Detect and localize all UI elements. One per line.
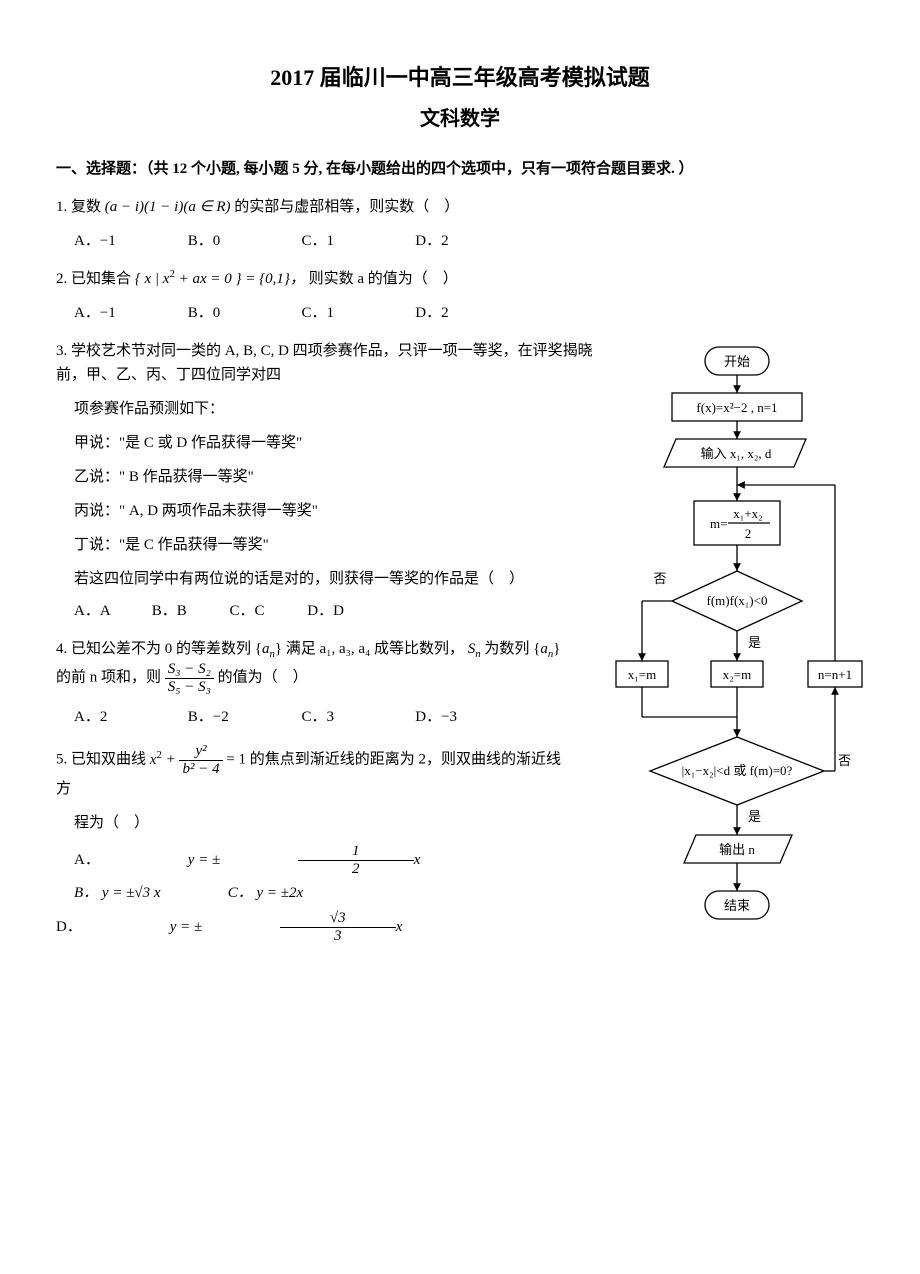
fc-no2: 否 [838,753,851,768]
q4-an2: a [540,641,548,657]
q5d-y: y = ± [170,911,280,944]
q5a-num: 1 [298,843,414,861]
q1-opt-c: C．1 [302,229,412,253]
q5-fraction: y² b² − 4 [179,743,222,777]
fc-no1: 否 [653,571,666,586]
q5-opt-d: D． y = ±√33 x [56,910,506,944]
q5d-pre: D． [56,911,166,944]
question-1: 1. 复数 (a − i)(1 − i)(a ∈ R) 的实部与虚部相等，则实数… [56,195,864,219]
q3-opt-c: C．C [230,599,304,623]
page-title: 2017 届临川一中高三年级高考模拟试题 [56,60,864,95]
q1-options: A．−1 B．0 C．1 D．2 [74,229,864,253]
fc-m-pre: m= [710,516,727,531]
q5-a: 5. 已知双曲线 [56,752,150,768]
q5d-den: 3 [280,928,396,945]
fc-cond1: f(m)f(x₁)<0 [707,593,768,608]
q1-opt-b: B．0 [188,229,298,253]
fc-x2m: x₂=m [723,667,751,682]
q2-stem-pre: 2. 已知集合 [56,271,131,287]
fc-cond2: |x₁−x₂|<d 或 f(m)=0? [682,763,793,778]
q4-opt-c: C．3 [302,705,412,729]
fc-m-den: 2 [745,526,752,541]
flowchart-svg: 开始 f(x)=x²−2 , n=1 输入 x₁, x₂, d m= x₁+x₂… [610,339,864,959]
q3-opt-b: B．B [152,599,226,623]
q4-b: } 满足 a₁, a₃, a₄ 成等比数列， [275,641,464,657]
q4-a: 4. 已知公差不为 0 的等差数列 { [56,641,262,657]
q1-stem-post: 的实部与虚部相等，则实数（ ） [234,199,459,215]
fc-x1m: x₁=m [628,667,656,682]
flowchart-figure: 开始 f(x)=x²−2 , n=1 输入 x₁, x₂, d m= x₁+x₂… [610,339,864,967]
q4-e: 的值为（ ） [218,670,308,686]
q2-set: { x | x2 + ax = 0 } = {0,1}， [135,271,309,287]
q1-math: (a − i)(1 − i)(a ∈ R) [105,199,231,215]
fc-m-num: x₁+x₂ [733,506,762,521]
q1-opt-d: D．2 [415,229,525,253]
section-heading: 一、选择题：（共 12 个小题, 每小题 5 分, 在每小题给出的四个选项中，只… [56,157,864,181]
q5a-pre: A． [74,844,184,877]
q5a-den: 2 [298,861,414,878]
q4-opt-a: A．2 [74,705,184,729]
fc-end: 结束 [724,898,750,913]
q2-set-left: { x | x [135,271,170,287]
q5-den: b² − 4 [179,761,222,778]
q2-opt-b: B．0 [188,301,298,325]
q5d-x: x [396,911,506,944]
question-5: 5. 已知双曲线 x2 + y² b² − 4 = 1 的焦点到渐近线的距离为 … [56,743,576,801]
page-subtitle: 文科数学 [56,103,864,135]
fc-yes2: 是 [748,809,761,824]
q4-opt-b: B．−2 [188,705,298,729]
fc-yes1: 是 [748,635,761,650]
q4-c: 为数列 { [484,641,540,657]
fc-init: f(x)=x²−2 , n=1 [696,400,777,415]
q5-plus: + [166,752,180,768]
q2-opt-d: D．2 [415,301,525,325]
question-4: 4. 已知公差不为 0 的等差数列 { a n } 满足 a₁, a₃, a₄ 成等比… [56,637,576,695]
q5-num: y² [179,743,222,761]
q1-opt-a: A．−1 [74,229,184,253]
q4-Snsub: n [475,648,480,660]
fc-input: 输入 x₁, x₂, d [701,446,772,461]
q2-opt-a: A．−1 [74,301,184,325]
q5a-y: y = ± [188,844,298,877]
fc-nplus: n=n+1 [818,667,852,682]
q5-opt-a: A． y = ±12 x [74,843,524,877]
q5-opt-c: C． y = ±2x [228,877,348,910]
fc-output: 输出 n [719,842,755,857]
q5a-x: x [414,844,524,877]
q2-stem-post: 则实数 a 的值为（ ） [309,271,458,287]
q2-options: A．−1 B．0 C．1 D．2 [74,301,864,325]
q4-den: S₅ − S₃ [165,679,214,696]
q2-set-right: = {0,1}， [242,271,305,287]
q3-opt-a: A．A [74,599,148,623]
q3-opt-d: D．D [307,599,381,623]
q4-opt-d: D．−3 [415,705,525,729]
q5d-num: √3 [280,910,396,928]
q4-num: S₃ − S₂ [165,661,214,679]
q2-opt-c: C．1 [302,301,412,325]
q3-line6: 若这四位同学中有两位说的话是对的，则获得一等奖的作品是（ ） [74,567,554,591]
q5-opt-b: B． y = ±√3 x [74,877,224,910]
q4-fraction: S₃ − S₂ S₅ − S₃ [165,661,214,695]
fc-start: 开始 [724,354,750,369]
question-2: 2. 已知集合 { x | x2 + ax = 0 } = {0,1}， 则实数… [56,267,864,291]
q1-stem-pre: 1. 复数 [56,199,101,215]
q2-set-mid: + ax = 0 } [175,271,242,287]
